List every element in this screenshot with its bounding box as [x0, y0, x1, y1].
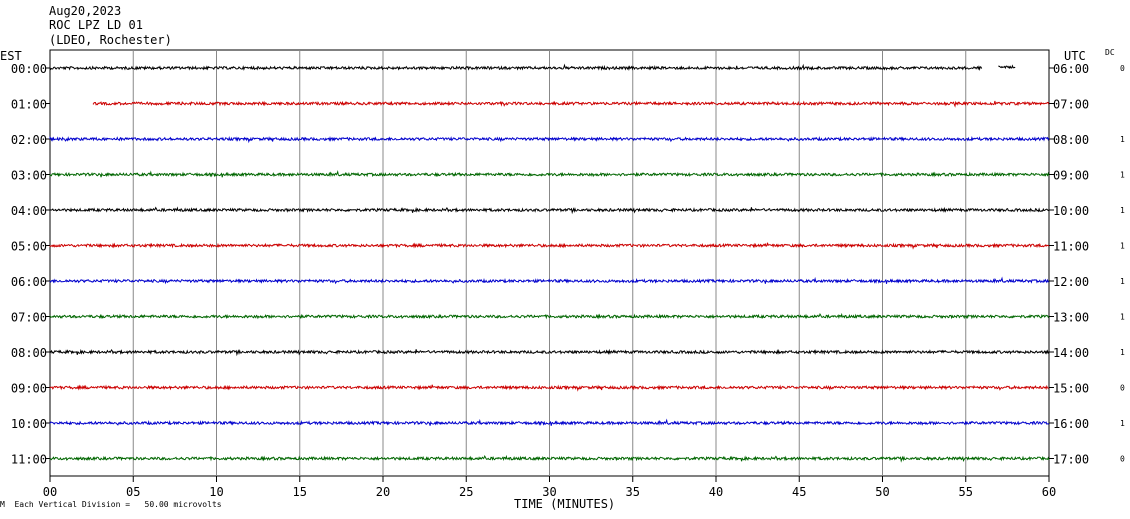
- est-label-1100: 11:00: [11, 453, 47, 467]
- x-tick-label-05: 05: [126, 485, 140, 499]
- dc-value-0600: 1: [1120, 277, 1125, 286]
- trace-0200: [49, 135, 1050, 144]
- est-label-0700: 07:00: [11, 311, 47, 325]
- footnote-text: Each Vertical Division = 50.00 microvolt…: [14, 500, 222, 509]
- trace-0800: [49, 348, 1050, 357]
- est-label-0600: 06:00: [11, 275, 47, 289]
- utc-axis-label: UTC: [1064, 49, 1086, 63]
- dc-value-1100: 0: [1120, 455, 1125, 464]
- utc-label-0700: 13:00: [1053, 311, 1089, 325]
- utc-label-0000: 06:00: [1053, 62, 1089, 76]
- dc-value-0000: 0: [1120, 64, 1125, 73]
- trace-1000: [49, 418, 1050, 426]
- footnote-mark: M: [0, 500, 5, 509]
- est-label-0400: 04:00: [11, 204, 47, 218]
- dc-label: DC: [1105, 48, 1115, 57]
- est-label-0100: 01:00: [11, 98, 47, 112]
- x-axis-label: TIME (MINUTES): [514, 497, 616, 511]
- dc-value-0200: 1: [1120, 135, 1125, 144]
- est-label-0900: 09:00: [11, 382, 47, 396]
- dc-value-1000: 1: [1120, 419, 1125, 428]
- trace-0000: [49, 63, 983, 71]
- title-station: ROC LPZ LD 01: [49, 18, 143, 32]
- utc-label-0300: 09:00: [1053, 169, 1089, 183]
- dc-value-0900: 0: [1120, 384, 1125, 393]
- x-tick-label-60: 60: [1042, 485, 1056, 499]
- footnote: M Each Vertical Division = 50.00 microvo…: [0, 500, 222, 509]
- utc-label-1000: 16:00: [1053, 417, 1089, 431]
- est-label-0800: 08:00: [11, 346, 47, 360]
- utc-label-0600: 12:00: [1053, 275, 1089, 289]
- est-label-0000: 00:00: [11, 62, 47, 76]
- trace-1100: [49, 454, 1050, 463]
- est-axis-label: EST: [0, 49, 22, 63]
- utc-label-0900: 15:00: [1053, 382, 1089, 396]
- x-tick-label-15: 15: [293, 485, 307, 499]
- title-network: (LDEO, Rochester): [49, 33, 172, 47]
- trace-0300: [49, 169, 1050, 178]
- x-tick-label-40: 40: [709, 485, 723, 499]
- x-tick-label-30: 30: [542, 485, 556, 499]
- utc-label-0200: 08:00: [1053, 133, 1089, 147]
- utc-label-0400: 10:00: [1053, 204, 1089, 218]
- x-tick-label-50: 50: [875, 485, 889, 499]
- title-date: Aug20,2023: [49, 4, 122, 18]
- x-tick-label-35: 35: [626, 485, 640, 499]
- est-label-0300: 03:00: [11, 169, 47, 183]
- x-tick-label-25: 25: [459, 485, 473, 499]
- est-label-0200: 02:00: [11, 133, 47, 147]
- utc-label-0500: 11:00: [1053, 240, 1089, 254]
- dc-value-0500: 1: [1120, 242, 1125, 251]
- x-tick-label-10: 10: [209, 485, 223, 499]
- x-tick-label-55: 55: [959, 485, 973, 499]
- dc-value-0800: 1: [1120, 348, 1125, 357]
- utc-label-0800: 14:00: [1053, 346, 1089, 360]
- est-label-0500: 05:00: [11, 240, 47, 254]
- x-tick-label-45: 45: [792, 485, 806, 499]
- trace-segment-0000: [998, 64, 1016, 70]
- trace-0700: [49, 312, 1050, 320]
- trace-0600: [49, 276, 1050, 285]
- utc-label-0100: 07:00: [1053, 98, 1089, 112]
- trace-0100: [92, 100, 1050, 108]
- x-tick-label-20: 20: [376, 485, 390, 499]
- trace-0400: [49, 206, 1050, 215]
- trace-0900: [49, 384, 1049, 392]
- x-tick-label-00: 00: [43, 485, 57, 499]
- dc-value-0700: 1: [1120, 313, 1125, 322]
- dc-value-0400: 1: [1120, 206, 1125, 215]
- trace-0500: [49, 242, 1050, 250]
- dc-value-0300: 1: [1120, 171, 1125, 180]
- est-label-1000: 10:00: [11, 417, 47, 431]
- utc-label-1100: 17:00: [1053, 453, 1089, 467]
